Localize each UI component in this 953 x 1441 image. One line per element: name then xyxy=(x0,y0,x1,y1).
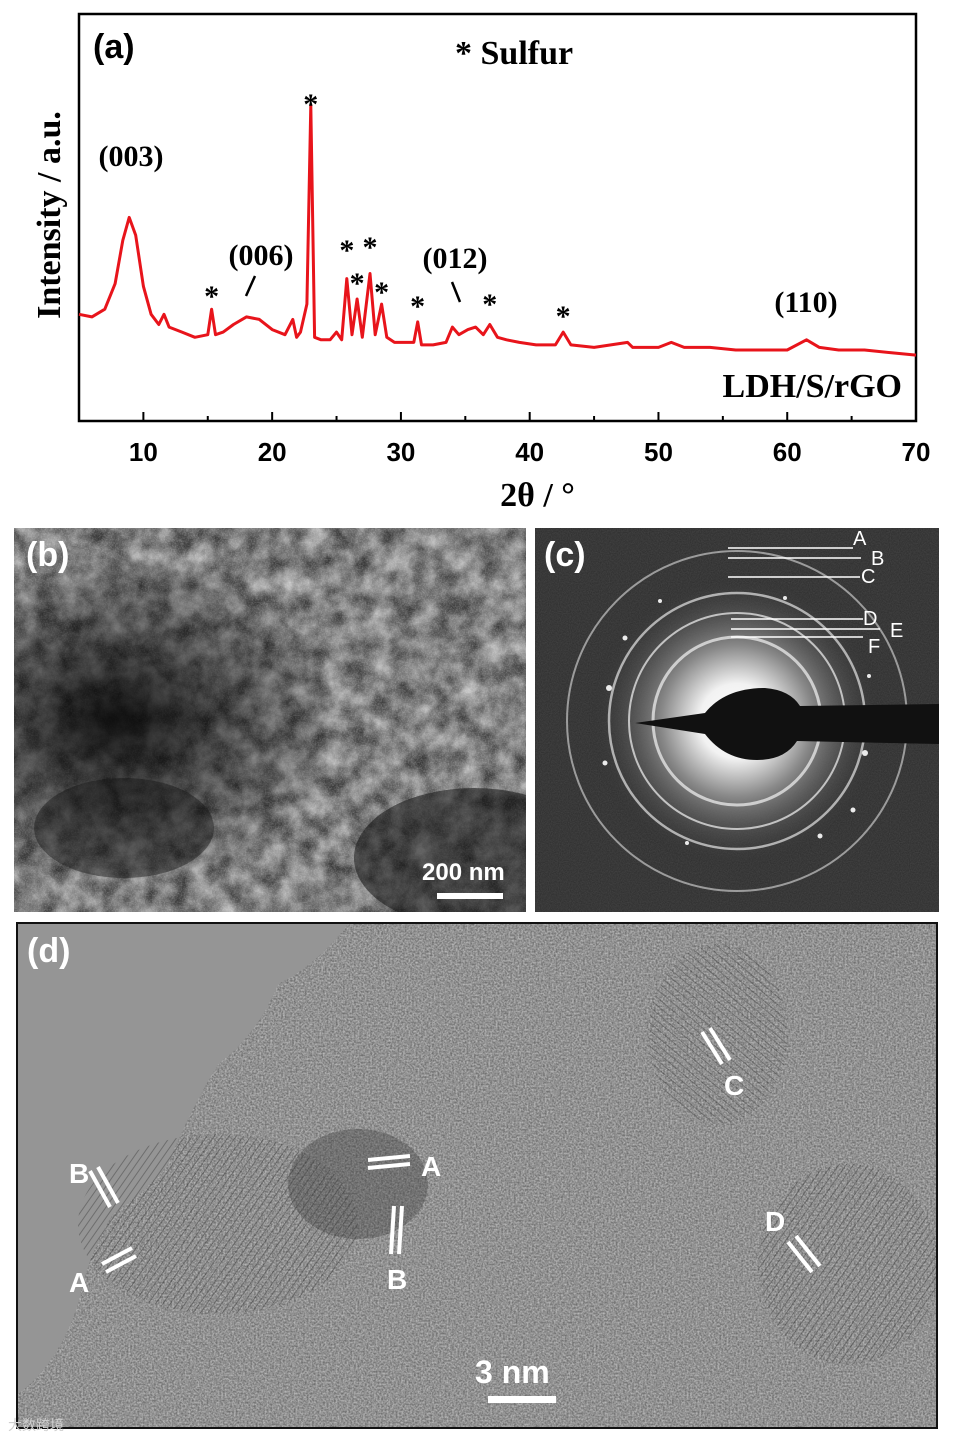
x-tick-label: 30 xyxy=(386,437,415,467)
xrd-series xyxy=(78,103,917,357)
sem-image xyxy=(14,528,526,912)
sulfur-peak-marker: * xyxy=(350,267,365,300)
sulfur-peak-marker: * xyxy=(556,300,571,333)
sem-image-panel: (b) 200 nm xyxy=(14,528,526,912)
sulfur-peak-marker: * xyxy=(204,280,219,313)
sulfur-peak-marker: * xyxy=(339,234,354,267)
fringe-label-c: C xyxy=(724,1070,745,1101)
scale-bar-b xyxy=(437,893,503,899)
sulfur-peak-marker: * xyxy=(363,231,378,264)
sample-label: LDH/S/rGO xyxy=(723,368,902,405)
x-tick-label: 20 xyxy=(258,437,287,467)
saed-pattern-panel: (c) A B C D E F xyxy=(535,528,939,912)
scale-bar-d xyxy=(488,1396,556,1403)
scale-bar-label-b: 200 nm xyxy=(422,859,505,886)
hrtem-image-panel: (d) B A A B C D 3 nm xyxy=(16,922,938,1429)
fringe-label-a-left: A xyxy=(69,1267,90,1298)
fringe-label-a-center: A xyxy=(421,1151,442,1182)
peak-label: (012) xyxy=(423,242,488,275)
sulfur-peak-marker: * xyxy=(410,290,425,323)
xrd-chart: 10 20 30 40 50 60 70 2θ / ° Intensity / a.u. (a)… xyxy=(31,12,931,514)
x-tick-label: 60 xyxy=(773,437,802,467)
peak-label: (110) xyxy=(774,286,837,319)
hrtem-image xyxy=(18,924,936,1427)
ring-label-e: E xyxy=(890,620,904,642)
fringe-label-b-left: B xyxy=(69,1158,90,1189)
panel-label-d: (d) xyxy=(27,932,71,970)
peak-label: (003) xyxy=(99,140,164,173)
y-axis-label: Intensity / a.u. xyxy=(31,111,68,319)
sulfur-peak-marker: * xyxy=(303,88,318,121)
watermark-text: 大数跨境 xyxy=(8,1418,64,1434)
panel-label-b: (b) xyxy=(26,536,70,574)
ring-label-d: D xyxy=(863,608,878,630)
x-tick-label: 10 xyxy=(129,437,158,467)
xrd-panel: 10 20 30 40 50 60 70 2θ / ° Intensity / a.u. (a)… xyxy=(0,0,953,520)
plot-frame xyxy=(77,12,918,423)
sulfur-peak-marker: * xyxy=(374,276,389,309)
xrd-pattern-line xyxy=(78,103,917,357)
panel-label-a: (a) xyxy=(93,28,135,66)
x-axis-label: 2θ / ° xyxy=(500,477,575,514)
ring-label-f: F xyxy=(868,636,881,658)
ring-label-b: B xyxy=(871,548,885,570)
scale-bar-label-d: 3 nm xyxy=(475,1354,550,1390)
ring-label-a: A xyxy=(853,528,867,550)
sulfur-legend: * Sulfur xyxy=(455,35,573,72)
leader-006 xyxy=(244,275,257,297)
panel-label-c: (c) xyxy=(544,536,586,574)
xrd-axes: 10 20 30 40 50 60 70 2θ / ° Intensity / a.u. xyxy=(31,12,931,514)
leader-012 xyxy=(450,281,462,303)
fringe-label-b-center: B xyxy=(387,1264,408,1295)
xrd-annotations: (a) * Sulfur LDH/S/rGO (003) (006) (012) (110)… xyxy=(93,28,902,405)
sulfur-peak-marker: * xyxy=(482,288,497,321)
ring-label-c: C xyxy=(861,566,876,588)
fringe-label-d: D xyxy=(765,1206,786,1237)
x-tick-label: 70 xyxy=(902,437,931,467)
x-tick-label: 40 xyxy=(515,437,544,467)
x-tick-label: 50 xyxy=(644,437,673,467)
saed-pattern xyxy=(535,528,939,912)
peak-label: (006) xyxy=(229,239,294,272)
